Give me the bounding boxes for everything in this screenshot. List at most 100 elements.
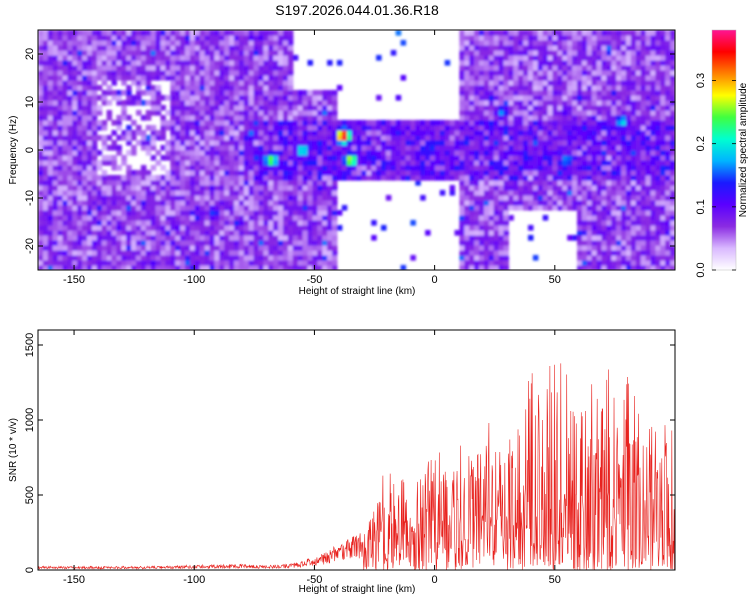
heatmap-cell (616, 90, 622, 96)
heatmap-cell (204, 95, 211, 101)
heatmap-cell (581, 45, 588, 51)
heatmap-cell (640, 240, 647, 246)
heatmap-cell (621, 235, 627, 241)
heatmap-cell (194, 155, 201, 161)
heatmap-cell (268, 180, 274, 186)
heatmap-cell (155, 55, 162, 61)
heatmap-cell (528, 100, 534, 106)
heatmap-cell (616, 140, 622, 146)
heatmap-cell (204, 100, 211, 106)
heatmap-cell (327, 200, 333, 206)
heatmap-cell (611, 85, 617, 91)
heatmap-cell (518, 85, 524, 91)
heatmap-cell (572, 145, 578, 151)
heatmap-cell (72, 155, 78, 161)
heatmap-cell (601, 40, 607, 46)
heatmap-cell (523, 145, 529, 151)
heatmap-cell (454, 230, 460, 236)
heatmap-cell (488, 250, 495, 256)
heatmap-cell (498, 180, 505, 186)
heatmap-cell (131, 95, 137, 101)
heatmap-cell (287, 245, 294, 251)
heatmap-cell (332, 145, 338, 151)
heatmap-cell (263, 240, 269, 246)
heatmap-cell (229, 170, 235, 176)
heatmap-cell (62, 175, 68, 181)
heatmap-cell (503, 85, 509, 91)
heatmap-cell (596, 90, 603, 96)
heatmap-cell (121, 45, 127, 51)
heatmap-cell (248, 185, 255, 191)
heatmap-cell (57, 30, 64, 36)
heatmap-cell (126, 135, 132, 141)
heatmap-cell (464, 235, 470, 241)
heatmap-cell (297, 145, 304, 151)
heatmap-cell (101, 40, 108, 46)
heatmap-cell (630, 115, 637, 121)
heatmap-cell (72, 40, 78, 46)
heatmap-cell (508, 170, 514, 176)
heatmap-cell (116, 180, 122, 186)
heatmap-cell (493, 240, 500, 246)
heatmap-cell (567, 115, 573, 121)
heatmap-cell (180, 210, 186, 216)
heatmap-cell (145, 35, 152, 41)
heatmap-cell (577, 145, 583, 151)
heatmap-cell (140, 45, 147, 51)
heatmap-cell (194, 140, 201, 146)
heatmap-cell (87, 55, 93, 61)
heatmap-cell (483, 165, 490, 171)
heatmap-cell (209, 75, 215, 81)
heatmap-cell (126, 55, 132, 61)
heatmap-cell (655, 235, 661, 241)
heatmap-cell (136, 210, 142, 216)
heatmap-cell (204, 185, 211, 191)
heatmap-cell (557, 145, 563, 151)
heatmap-cell (621, 180, 627, 186)
heatmap-cell (283, 65, 289, 71)
heatmap-cell (189, 85, 196, 91)
heatmap-cell (361, 160, 367, 166)
heatmap-cell (464, 110, 470, 116)
heatmap-cell (209, 130, 215, 136)
heatmap-cell (523, 125, 529, 131)
heatmap-cell (165, 200, 171, 206)
heatmap-cell (106, 200, 113, 206)
heatmap-cell (650, 145, 656, 151)
heatmap-cell (498, 115, 505, 121)
heatmap-cell (160, 205, 166, 211)
heatmap-cell (283, 30, 289, 36)
heatmap-cell (150, 165, 157, 171)
heatmap-cell (464, 120, 470, 126)
heatmap-cell (635, 60, 642, 66)
heatmap-cell (513, 30, 519, 36)
heatmap-cell (62, 65, 68, 71)
heatmap-cell (469, 105, 475, 111)
heatmap-cell (111, 245, 117, 251)
heatmap-cell (307, 95, 313, 101)
heatmap-cell (209, 210, 215, 216)
heatmap-cell (537, 140, 544, 146)
heatmap-cell (82, 45, 88, 51)
heatmap-cell (140, 235, 147, 241)
heatmap-cell (287, 115, 294, 121)
heatmap-cell (72, 230, 78, 236)
heatmap-cell (253, 255, 260, 261)
heatmap-cell (57, 65, 64, 71)
heatmap-cell (341, 165, 348, 171)
heatmap-cell (312, 250, 318, 256)
heatmap-cell (126, 30, 132, 36)
heatmap-cell (346, 155, 353, 161)
heatmap-cell (145, 135, 152, 141)
heatmap-cell (601, 100, 607, 106)
heatmap-cell (199, 120, 206, 126)
heatmap-cell (140, 240, 147, 246)
heatmap-cell (459, 100, 465, 106)
heatmap-cell (243, 80, 250, 86)
heatmap-cell (621, 165, 627, 171)
heatmap-cell (434, 145, 441, 151)
heatmap-cell (131, 35, 137, 41)
heatmap-cell (238, 145, 245, 151)
heatmap-cell (332, 165, 338, 171)
